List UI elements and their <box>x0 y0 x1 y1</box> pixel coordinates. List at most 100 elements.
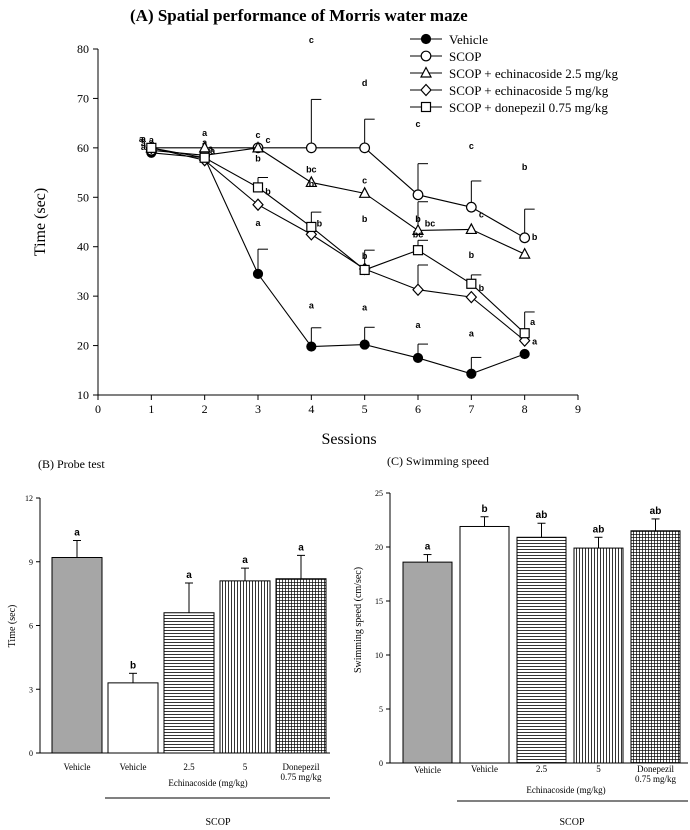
significance-letter: a <box>139 134 145 144</box>
data-point <box>199 152 210 163</box>
data-point <box>359 142 371 154</box>
bar <box>402 561 453 764</box>
significance-letter: a <box>141 138 147 148</box>
significance-letter: c <box>362 175 367 185</box>
x-tick-label: 4 <box>308 402 314 416</box>
x-tick-label: 8 <box>522 402 528 416</box>
y-tick-label: 10 <box>375 651 383 660</box>
category-label: 5 <box>243 762 248 772</box>
significance-letter: a <box>242 555 248 566</box>
data-point <box>358 186 371 198</box>
data-point <box>519 232 531 244</box>
significance-letter: c <box>255 130 260 140</box>
data-point <box>412 245 424 256</box>
x-tick-label: 1 <box>148 402 154 416</box>
y-tick-label: 9 <box>29 558 33 567</box>
significance-letter: b <box>265 187 271 197</box>
data-point <box>359 264 370 276</box>
y-tick-label: 70 <box>77 91 89 105</box>
chart-title: (A) Spatial performance of Morris water … <box>130 6 468 25</box>
significance-letter: b <box>130 660 136 671</box>
series-line <box>151 152 525 375</box>
legend-entry: SCOP <box>449 49 482 64</box>
significance-letter: a <box>141 134 147 144</box>
y-tick-label: 12 <box>25 494 33 503</box>
scop-label: SCOP <box>205 817 230 828</box>
significance-letter: a <box>532 337 538 347</box>
data-point <box>465 290 478 304</box>
series-group: a a a a a a a <box>146 135 530 379</box>
chart-title: (B) Probe test <box>38 457 105 471</box>
data-point <box>465 201 477 213</box>
data-point <box>252 268 264 279</box>
legend-entry: Vehicle <box>449 32 488 47</box>
y-tick-label: 20 <box>375 543 383 552</box>
category-label: 0.75 mg/kg <box>635 774 677 784</box>
data-point <box>306 221 317 233</box>
y-tick-label: 0 <box>379 759 383 768</box>
data-point <box>519 328 530 339</box>
series-group: aabbbbcba <box>141 141 538 348</box>
legend-marker <box>420 101 432 113</box>
y-tick-label: 15 <box>375 597 383 606</box>
significance-letter: c <box>309 35 314 45</box>
legend-entry: SCOP + echinacoside 5 mg/kg <box>449 83 609 98</box>
significance-letter: b <box>415 214 421 224</box>
significance-letter: c <box>469 141 474 151</box>
x-tick-label: 2 <box>202 402 208 416</box>
bar <box>459 525 510 764</box>
significance-letter: b <box>479 283 485 293</box>
significance-letter: a <box>202 128 208 138</box>
significance-letter: a <box>74 528 80 539</box>
legend-marker <box>420 50 432 62</box>
significance-letter: a <box>469 329 475 339</box>
bar <box>107 682 159 754</box>
significance-letter: a <box>255 218 261 228</box>
x-tick-label: 0 <box>95 402 101 416</box>
significance-letter: bc <box>413 230 424 240</box>
bar <box>516 536 567 764</box>
series-line <box>151 147 526 342</box>
significance-letter: ab <box>536 510 548 521</box>
significance-letter: b <box>469 250 475 260</box>
data-point <box>305 142 317 154</box>
legend-marker <box>420 33 432 45</box>
significance-letter: a <box>141 142 147 152</box>
y-axis-label: Time (sec) <box>32 188 49 256</box>
category-label: 2.5 <box>183 762 195 772</box>
bar <box>163 612 215 754</box>
significance-letter: a <box>149 135 155 145</box>
category-label: Vehicle <box>414 765 441 775</box>
category-label: Vehicle <box>120 762 147 772</box>
x-tick-label: 9 <box>575 402 581 416</box>
significance-letter: b <box>522 162 528 172</box>
category-label: Vehicle <box>64 762 91 772</box>
y-tick-label: 20 <box>77 339 89 353</box>
significance-letter: b <box>309 179 315 189</box>
significance-letter: b <box>481 504 487 515</box>
legend-entry: SCOP + donepezil 0.75 mg/kg <box>449 100 608 115</box>
group-label: Echinacoside (mg/kg) <box>168 778 247 788</box>
data-point <box>465 222 478 235</box>
legend-marker <box>420 66 432 78</box>
bar <box>275 578 327 754</box>
category-label: Vehicle <box>471 764 498 774</box>
data-point <box>252 182 264 193</box>
y-tick-label: 40 <box>77 240 89 254</box>
y-axis-label: Swimming speed (cm/sec) <box>353 567 364 673</box>
data-point <box>412 283 424 297</box>
data-point <box>412 223 424 236</box>
y-tick-label: 0 <box>29 749 33 758</box>
y-tick-label: 5 <box>379 705 383 714</box>
bar <box>219 580 271 754</box>
y-tick-label: 25 <box>375 489 383 498</box>
significance-letter: d <box>362 78 368 88</box>
y-tick-label: 60 <box>77 141 89 155</box>
y-tick-label: 80 <box>77 42 89 56</box>
significance-letter: b <box>532 232 538 242</box>
significance-letter: c <box>415 119 420 129</box>
data-point <box>306 341 317 352</box>
category-label: 5 <box>596 764 601 774</box>
